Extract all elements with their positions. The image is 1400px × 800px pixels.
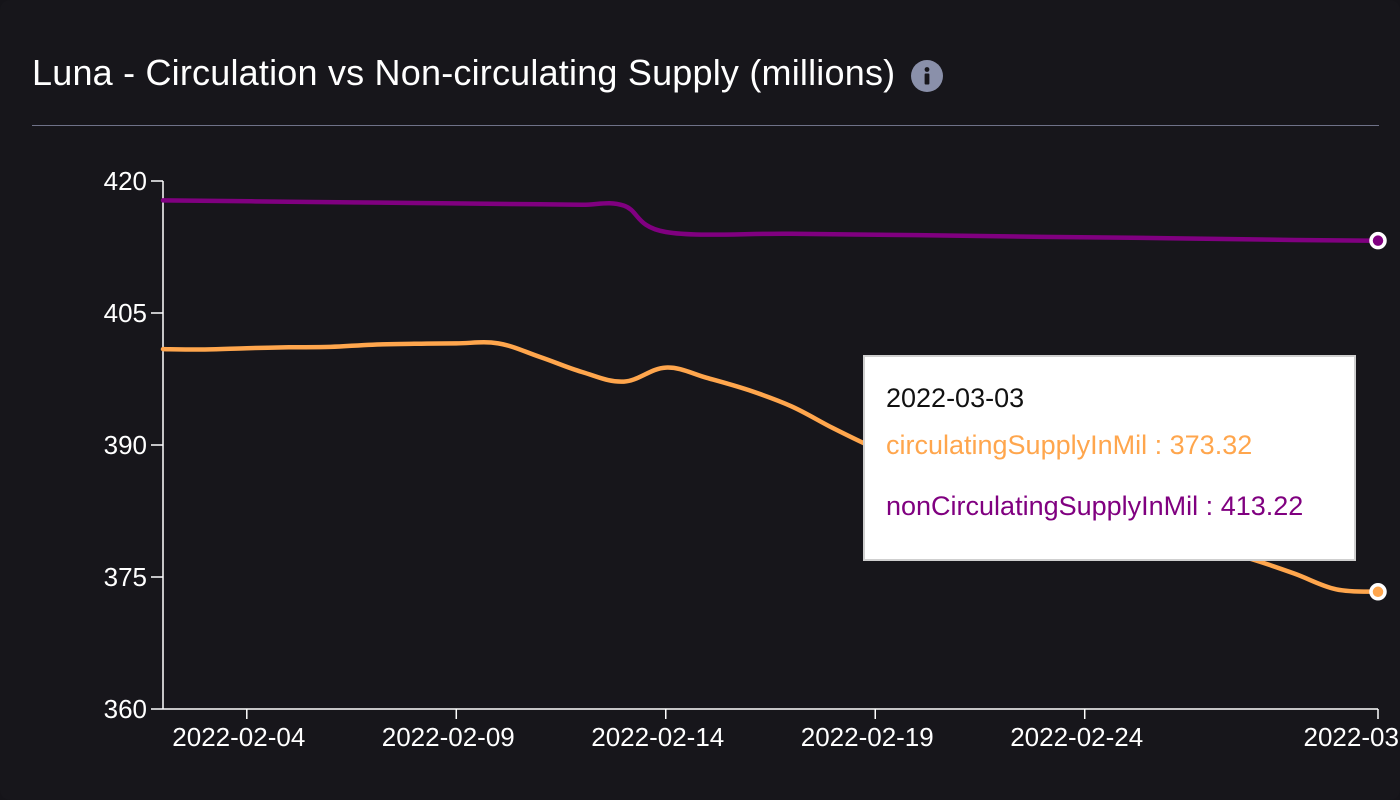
tooltip-row-circulating: circulatingSupplyInMil : 373.32 (886, 430, 1354, 461)
info-icon[interactable] (911, 60, 944, 92)
tooltip-row-noncirculating: nonCirculatingSupplyInMil : 413.22 (886, 491, 1354, 522)
tooltip-series-value: 413.22 (1220, 491, 1304, 521)
x-tick-label: 2022-02-24 (1010, 722, 1143, 752)
tooltip-separator: : (1198, 491, 1221, 521)
x-tick-label: 2022-02-19 (801, 722, 934, 752)
tooltip-series-label: nonCirculatingSupplyInMil (886, 491, 1199, 521)
chart-tooltip: 2022-03-03 circulatingSupplyInMil : 373.… (863, 355, 1356, 561)
tooltip-series-value: 373.32 (1169, 430, 1253, 460)
header-divider (32, 125, 1379, 126)
series-line-nonCirculatingSupplyInMil (160, 198, 1381, 243)
chart-header: Luna - Circulation vs Non-circulating Su… (32, 52, 944, 94)
chart-title: Luna - Circulation vs Non-circulating Su… (32, 52, 896, 93)
x-tick-label: 2022-03-03 (1304, 722, 1400, 752)
chart-axes: 420 405 390 375 360 2022-02-04 2022-02-09 2022-… (104, 166, 1400, 752)
tooltip-separator: : (1147, 430, 1170, 460)
x-tick-label: 2022-02-09 (382, 722, 515, 752)
y-tick-label: 420 (104, 166, 147, 196)
x-tick-label: 2022-02-04 (172, 722, 305, 752)
x-tick-label: 2022-02-14 (591, 722, 724, 752)
y-tick-label: 390 (104, 430, 147, 460)
info-glyph-icon (924, 67, 930, 85)
y-tick-label: 360 (104, 694, 147, 724)
y-tick-label: 405 (104, 298, 147, 328)
chart-markers (1369, 231, 1387, 601)
highlight-point-circulatingSupplyInMil (1369, 583, 1387, 601)
tooltip-date: 2022-03-03 (886, 383, 1025, 413)
y-tick-label: 375 (104, 562, 147, 592)
tooltip-series-label: circulatingSupplyInMil (886, 430, 1148, 460)
highlight-point-nonCirculatingSupplyInMil (1369, 231, 1387, 250)
